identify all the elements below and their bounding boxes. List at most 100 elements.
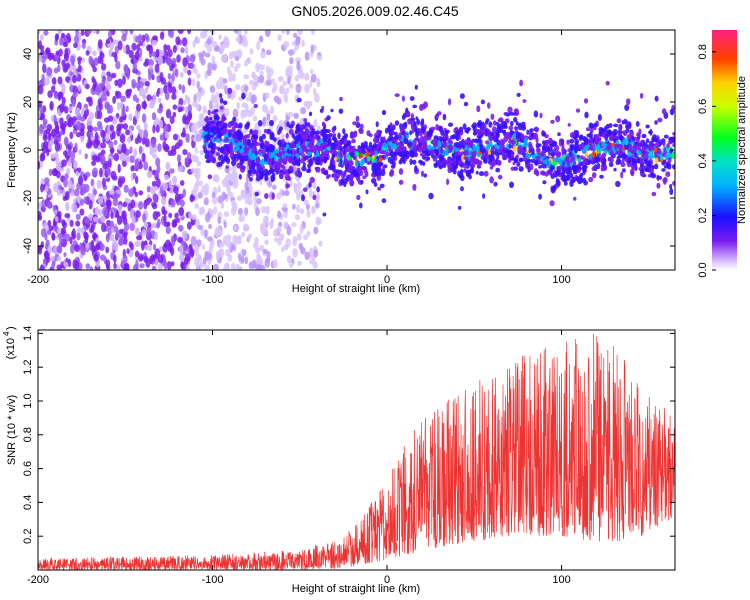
noise-speck xyxy=(254,236,259,246)
signal-speck xyxy=(448,159,453,166)
signal-speck xyxy=(465,169,471,177)
noise-speck xyxy=(38,160,41,170)
signal-speck xyxy=(566,139,570,145)
signal-speck xyxy=(512,161,516,166)
signal-speck xyxy=(365,189,369,195)
noise-speck xyxy=(74,244,80,253)
noise-speck xyxy=(225,262,230,270)
signal-speck xyxy=(299,124,304,129)
noise-speck xyxy=(150,186,156,195)
signal-speck xyxy=(306,151,311,157)
noise-speck xyxy=(313,226,319,235)
signal-speck xyxy=(238,122,243,129)
signal-speck xyxy=(358,147,362,152)
noise-speck xyxy=(193,94,197,103)
noise-speck xyxy=(230,176,234,183)
noise-speck xyxy=(177,30,184,35)
signal-speck xyxy=(207,109,211,116)
signal-speck xyxy=(504,118,510,124)
noise-speck xyxy=(115,230,121,239)
signal-speck xyxy=(219,97,224,104)
signal-speck xyxy=(473,138,479,144)
signal-speck xyxy=(403,137,409,145)
signal-speck xyxy=(302,162,306,168)
noise-speck xyxy=(86,30,93,34)
signal-speck xyxy=(445,129,449,136)
noise-speck xyxy=(146,227,150,238)
noise-speck xyxy=(63,106,69,114)
signal-speck xyxy=(470,151,474,156)
noise-speck xyxy=(171,73,175,82)
noise-speck xyxy=(113,262,117,270)
noise-speck xyxy=(134,137,139,145)
noise-speck xyxy=(215,227,222,236)
signal-speck xyxy=(490,149,495,153)
noise-speck xyxy=(38,54,43,63)
noise-speck xyxy=(107,115,114,122)
signal-speck xyxy=(421,118,425,124)
noise-speck xyxy=(128,127,132,137)
noise-speck xyxy=(143,122,148,132)
noise-speck xyxy=(163,261,168,270)
noise-speck xyxy=(145,35,150,43)
noise-speck xyxy=(213,205,218,215)
signal-speck xyxy=(390,164,396,169)
signal-speck xyxy=(635,121,640,127)
signal-speck xyxy=(663,177,668,182)
signal-speck xyxy=(342,128,346,135)
noise-speck xyxy=(310,68,314,75)
noise-speck xyxy=(59,123,66,130)
signal-speck xyxy=(320,152,325,160)
signal-speck xyxy=(646,160,652,168)
noise-speck xyxy=(109,220,115,230)
noise-speck xyxy=(280,133,286,140)
signal-speck xyxy=(416,118,421,126)
signal-speck xyxy=(507,151,511,159)
signal-speck xyxy=(496,159,502,166)
signal-speck xyxy=(288,165,294,171)
signal-speck xyxy=(530,163,534,171)
noise-speck xyxy=(133,148,138,158)
noise-speck xyxy=(44,185,49,193)
signal-speck xyxy=(588,145,594,151)
noise-speck xyxy=(47,200,53,209)
signal-speck xyxy=(640,168,645,174)
signal-speck xyxy=(532,132,539,140)
signal-speck xyxy=(620,171,624,179)
spectrogram-y-ticks: -40 -20 0 20 40 xyxy=(22,48,675,254)
noise-speck xyxy=(159,87,163,96)
colorbar-tick-label: 0.2 xyxy=(697,208,709,223)
noise-speck xyxy=(129,30,134,35)
signal-speck xyxy=(235,130,240,137)
signal-speck xyxy=(542,180,547,185)
signal-speck xyxy=(549,165,555,171)
noise-speck xyxy=(142,213,147,223)
signal-speck xyxy=(616,118,622,124)
signal-speck xyxy=(667,162,672,170)
signal-speck xyxy=(324,156,329,161)
noise-speck xyxy=(116,264,120,270)
spectrogram-marks xyxy=(38,30,675,270)
signal-speck xyxy=(207,174,213,180)
signal-speck xyxy=(654,137,660,144)
noise-speck xyxy=(259,35,264,43)
signal-speck xyxy=(556,156,561,164)
noise-speck xyxy=(110,170,117,179)
noise-speck xyxy=(272,259,278,269)
noise-speck xyxy=(286,225,292,236)
noise-speck xyxy=(159,72,164,82)
signal-speck xyxy=(308,181,312,188)
noise-speck xyxy=(67,159,71,167)
noise-speck xyxy=(151,39,158,46)
signal-speck xyxy=(267,158,273,164)
noise-speck xyxy=(62,233,67,241)
signal-speck xyxy=(255,173,260,178)
noise-speck xyxy=(165,226,171,235)
signal-speck xyxy=(428,192,434,200)
signal-speck xyxy=(495,167,501,173)
noise-speck xyxy=(285,87,290,94)
noise-speck xyxy=(136,43,140,52)
signal-speck xyxy=(409,158,413,165)
signal-speck xyxy=(528,143,532,150)
signal-speck xyxy=(618,135,624,141)
